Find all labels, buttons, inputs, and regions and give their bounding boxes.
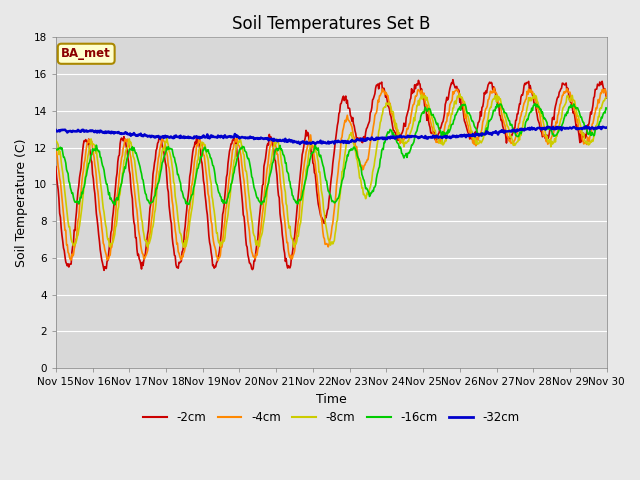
-4cm xyxy=(324,241,332,247)
-2cm xyxy=(449,77,457,83)
-4cm xyxy=(196,139,204,145)
-32cm xyxy=(52,127,60,133)
-8cm xyxy=(180,244,188,250)
-8cm xyxy=(554,128,561,134)
-2cm xyxy=(52,164,60,169)
-2cm xyxy=(377,81,385,86)
-4cm xyxy=(490,85,498,91)
-16cm xyxy=(52,147,60,153)
-16cm xyxy=(531,101,539,107)
-4cm xyxy=(173,241,180,247)
-8cm xyxy=(173,203,180,209)
-32cm xyxy=(173,134,180,140)
Line: -4cm: -4cm xyxy=(56,88,607,261)
-16cm xyxy=(431,117,439,123)
-2cm xyxy=(173,264,181,270)
-32cm xyxy=(431,135,439,141)
-4cm xyxy=(52,146,60,152)
-8cm xyxy=(324,231,332,237)
Line: -2cm: -2cm xyxy=(56,80,607,270)
-16cm xyxy=(377,154,385,160)
-2cm xyxy=(197,157,205,163)
Text: BA_met: BA_met xyxy=(61,47,111,60)
-32cm xyxy=(553,126,561,132)
-32cm xyxy=(296,141,304,147)
-8cm xyxy=(52,138,60,144)
-8cm xyxy=(197,140,205,146)
-32cm xyxy=(377,135,385,141)
Line: -16cm: -16cm xyxy=(56,104,607,205)
Line: -8cm: -8cm xyxy=(56,94,607,247)
-4cm xyxy=(431,135,439,141)
Line: -32cm: -32cm xyxy=(56,126,607,144)
-4cm xyxy=(214,258,222,264)
Legend: -2cm, -4cm, -8cm, -16cm, -32cm: -2cm, -4cm, -8cm, -16cm, -32cm xyxy=(138,406,524,429)
-32cm xyxy=(324,140,332,146)
-16cm xyxy=(603,106,611,111)
-8cm xyxy=(530,91,538,96)
-2cm xyxy=(100,267,108,273)
-32cm xyxy=(196,134,204,140)
Y-axis label: Soil Temperature (C): Soil Temperature (C) xyxy=(15,139,28,267)
-2cm xyxy=(431,137,439,143)
X-axis label: Time: Time xyxy=(316,393,347,406)
-16cm xyxy=(324,184,332,190)
-2cm xyxy=(603,95,611,101)
-8cm xyxy=(377,118,385,123)
-8cm xyxy=(603,95,611,100)
-16cm xyxy=(173,171,181,177)
-2cm xyxy=(324,207,332,213)
-4cm xyxy=(377,91,385,96)
Title: Soil Temperatures Set B: Soil Temperatures Set B xyxy=(232,15,431,33)
-16cm xyxy=(111,202,118,208)
-32cm xyxy=(582,123,590,129)
-4cm xyxy=(554,113,561,119)
-2cm xyxy=(554,95,561,100)
-8cm xyxy=(431,128,439,133)
-16cm xyxy=(554,130,561,136)
-16cm xyxy=(197,155,205,160)
-32cm xyxy=(603,125,611,131)
-4cm xyxy=(603,93,611,99)
